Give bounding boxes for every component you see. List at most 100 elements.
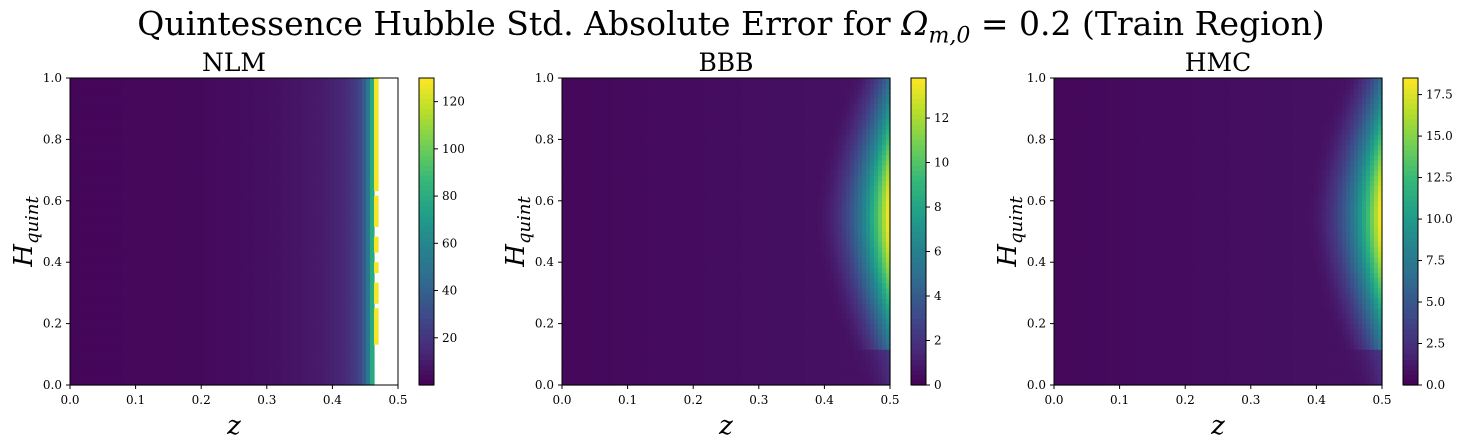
heatmap-cell [258,159,263,166]
heatmap-cell [286,154,291,161]
heatmap-cell [206,93,211,100]
heatmap-cell [290,221,295,227]
heatmap-cell [278,323,283,330]
heatmap-cell [290,124,295,130]
heatmap-cell [238,78,243,84]
heatmap-cell [294,139,299,146]
heatmap-cell [262,236,267,243]
heatmap-cell [198,149,203,156]
heatmap-cell [282,323,287,330]
heatmap-cell [190,344,195,350]
heatmap-cell [298,164,303,171]
heatmap-cell [158,282,163,289]
heatmap-cell [194,159,199,166]
heatmap-cell [246,359,251,366]
heatmap-cell [562,149,567,156]
colorbar-segment [419,246,434,253]
heatmap-cell [94,190,99,197]
heatmap-cell [94,241,99,248]
heatmap-cell [290,328,295,335]
heatmap-cell [346,139,351,146]
heatmap-cell [182,267,187,274]
heatmap-cell [326,379,331,386]
heatmap-cell [78,190,83,197]
heatmap-cell [150,83,155,89]
heatmap-cell [370,144,375,151]
heatmap-cell [350,78,355,84]
heatmap-cell [562,195,567,202]
heatmap-cell [306,369,311,376]
heatmap-cell [326,190,331,197]
heatmap-cell [74,272,79,279]
heatmap-cell [190,129,195,135]
heatmap-cell [186,298,191,304]
heatmap-cell [150,272,155,279]
heatmap-cell [366,282,371,289]
heatmap-cell [106,195,111,202]
heatmap-cell [302,282,307,289]
heatmap-cell [214,246,219,253]
heatmap-cell [294,78,299,84]
heatmap-cell [110,374,115,381]
heatmap-cell [298,354,303,361]
heatmap-cell [186,323,191,330]
heatmap-cell [142,323,147,330]
figure-title-suffix: = 0.2 (Train Region) [970,4,1325,43]
heatmap-cell [578,195,583,202]
heatmap-cell [190,349,195,355]
heatmap-cell [190,211,195,217]
heatmap-cell [174,144,179,151]
heatmap-cell [234,333,239,340]
heatmap-cell [570,200,575,207]
heatmap-cell [142,251,147,258]
heatmap-cell [278,364,283,371]
heatmap-cell [294,323,299,330]
heatmap-cell [114,292,119,299]
heatmap-cell [178,292,183,299]
heatmap-cell [202,164,207,171]
heatmap-cell [178,333,183,340]
heatmap-cell [134,231,139,238]
heatmap-cell [262,164,267,171]
heatmap-cell [174,313,179,320]
heatmap-cell [78,379,83,386]
heatmap-cell [266,262,271,268]
heatmap-cell [210,103,215,110]
heatmap-cell [222,231,227,238]
heatmap-cell [218,323,223,330]
heatmap-cell [86,292,91,299]
heatmap-cell [166,205,171,212]
heatmap-cell [146,221,151,227]
heatmap-cell [106,328,111,335]
heatmap-cell [158,195,163,202]
heatmap-cell [350,226,355,233]
heatmap-cell [310,308,315,314]
heatmap-cell [322,88,327,94]
heatmap-cell [98,170,103,176]
heatmap-cell [238,257,243,263]
heatmap-cell [110,241,115,248]
heatmap-cell [166,129,171,135]
heatmap-cell [242,272,247,279]
heatmap-cell [182,257,187,263]
heatmap-cell [574,231,579,238]
heatmap-cell [94,328,99,335]
heatmap-cell [146,164,151,171]
heatmap-cell [338,134,343,140]
heatmap-cell [314,257,319,263]
heatmap-cell [254,78,259,84]
heatmap-cell [286,118,291,125]
heatmap-cell [234,359,239,366]
heatmap-cell [342,257,347,263]
heatmap-cell [278,369,283,376]
heatmap-cell [354,313,359,320]
heatmap-cell [362,298,367,304]
heatmap-cell [306,190,311,197]
heatmap-cell [282,262,287,268]
heatmap-cell [106,205,111,212]
heatmap-cell [326,354,331,361]
heatmap-cell [198,313,203,320]
heatmap-cell [578,374,583,381]
heatmap-cell [242,374,247,381]
heatmap-cell [74,185,79,192]
